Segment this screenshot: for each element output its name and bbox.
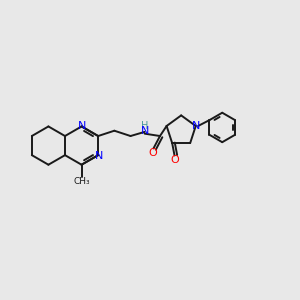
Text: CH₃: CH₃	[74, 177, 90, 186]
Text: N: N	[192, 121, 200, 131]
Text: N: N	[95, 151, 103, 161]
Text: O: O	[171, 155, 179, 166]
Text: O: O	[148, 148, 157, 158]
Text: N: N	[77, 121, 86, 131]
Text: H: H	[141, 121, 148, 131]
Text: N: N	[140, 126, 149, 136]
